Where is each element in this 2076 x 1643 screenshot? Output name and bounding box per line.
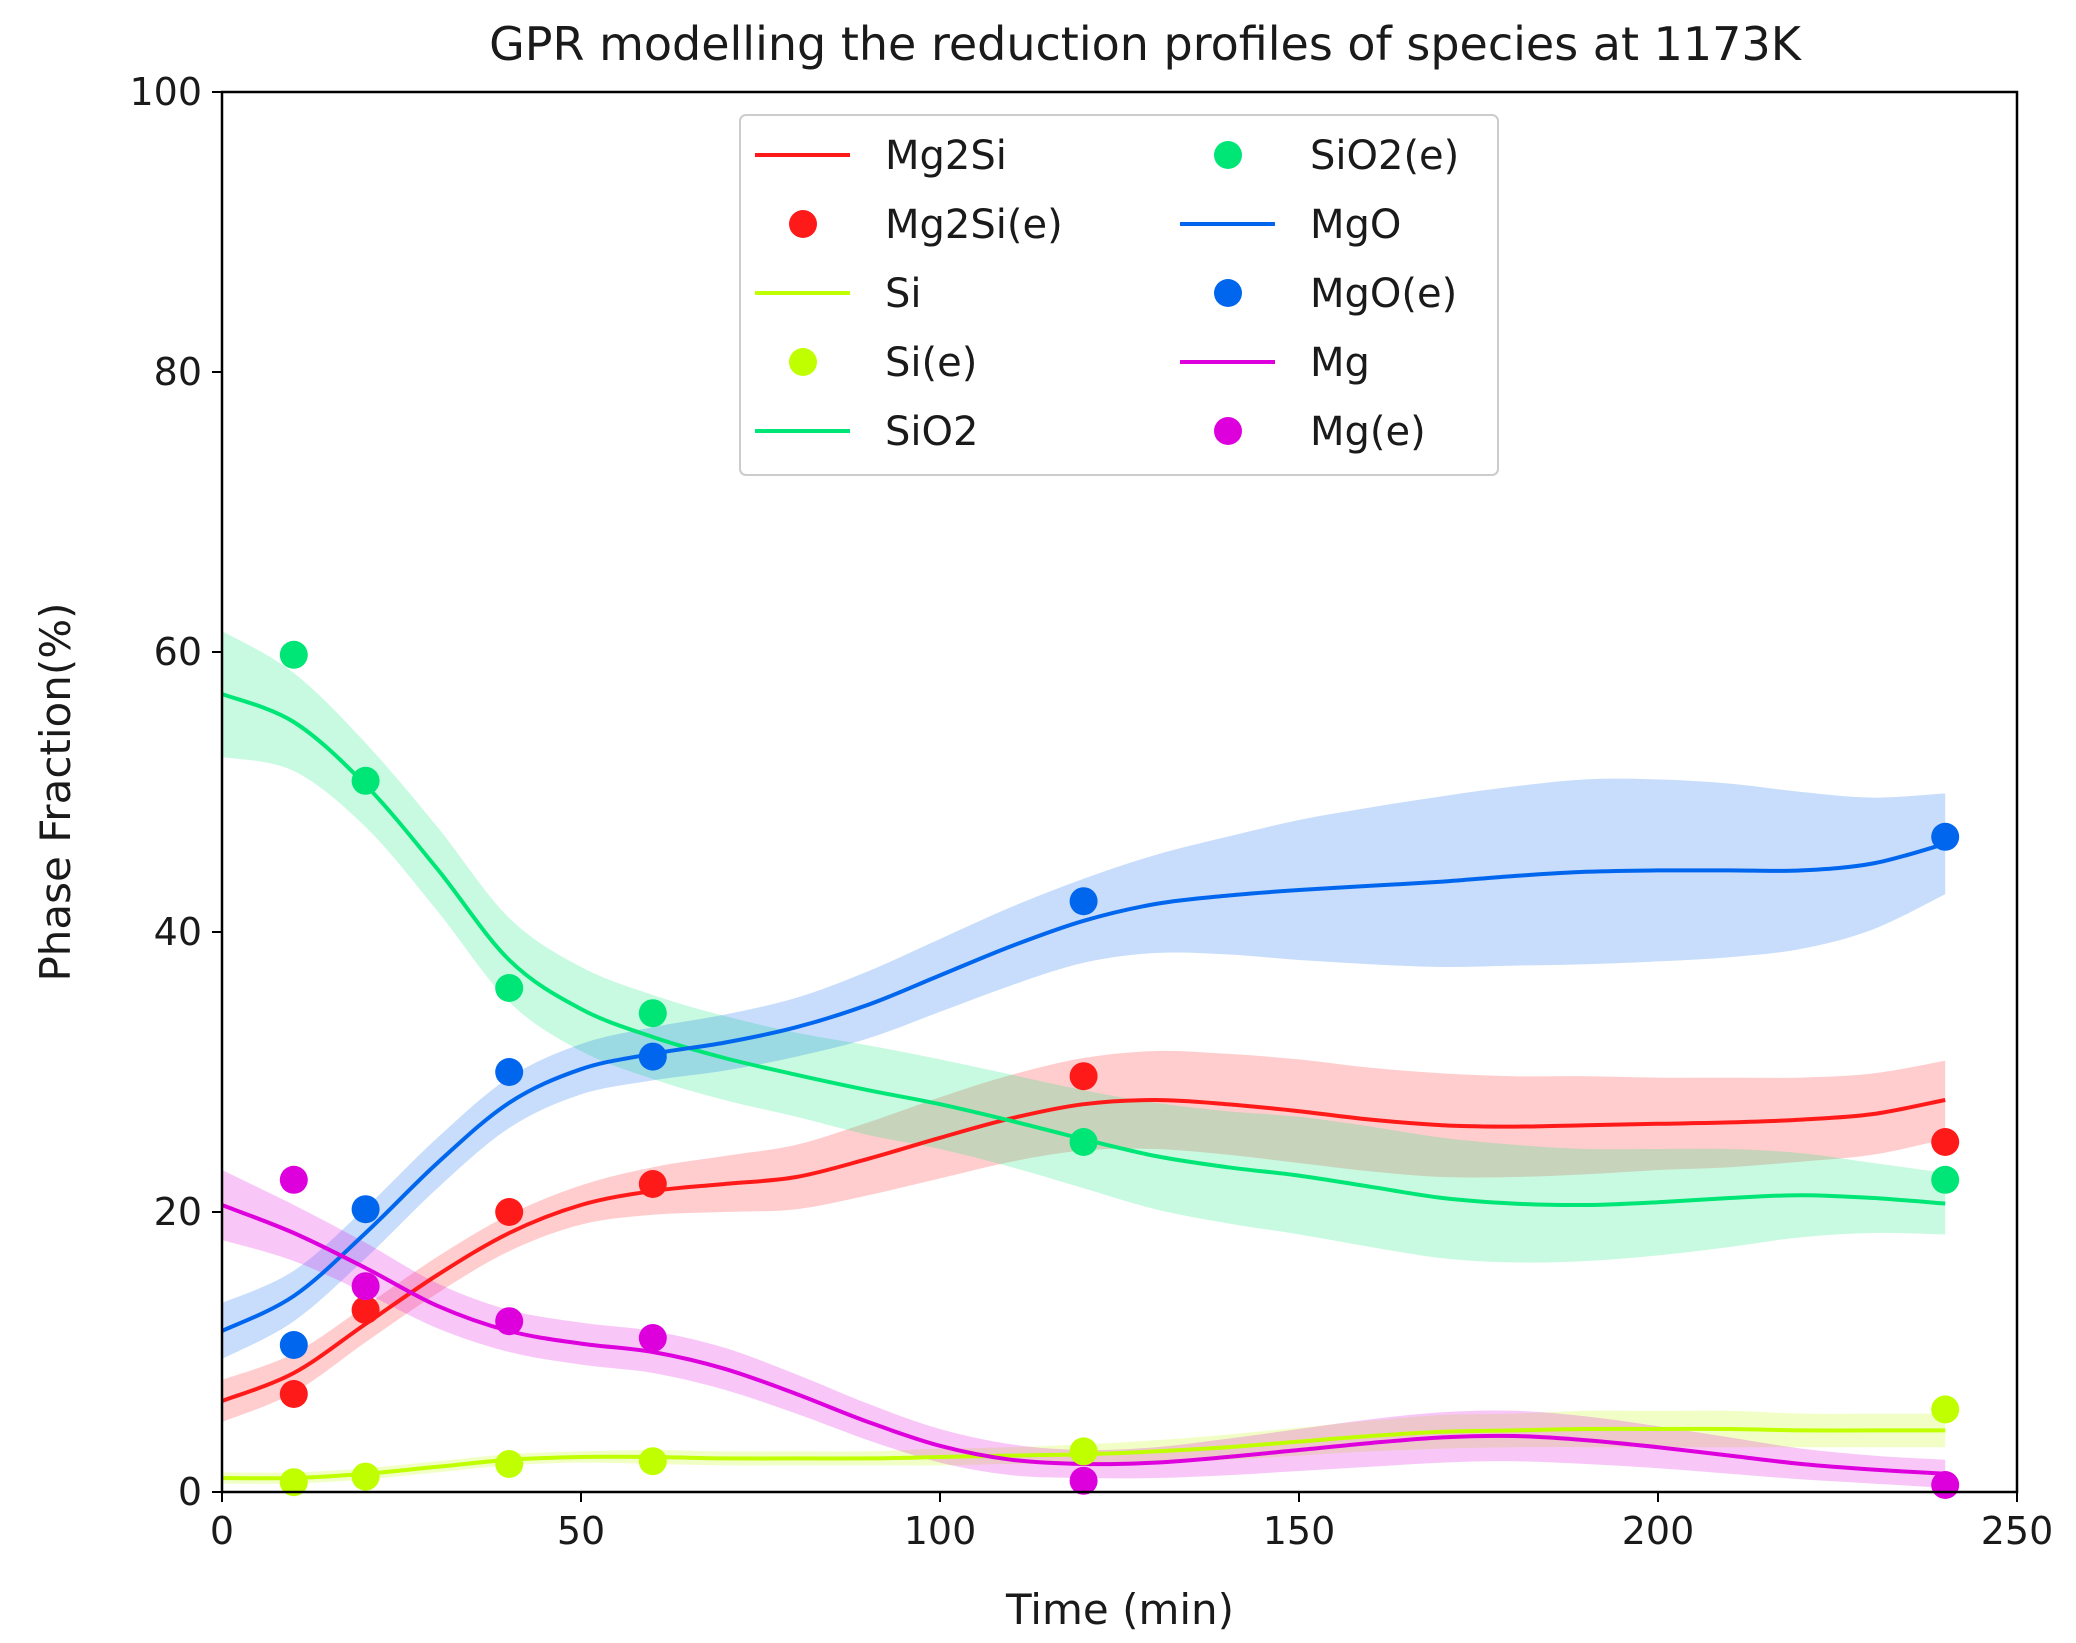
- chart-title: GPR modelling the reduction profiles of …: [489, 17, 1803, 71]
- sio2-point: [279, 640, 308, 669]
- mg2si-point: [1069, 1062, 1098, 1091]
- si-point: [638, 1447, 667, 1476]
- sio2-line: [221, 692, 1946, 1208]
- mgo-point: [1069, 887, 1098, 916]
- mg-point: [351, 1272, 380, 1301]
- mg2si-point: [279, 1380, 308, 1408]
- y-tick-label: 20: [154, 1190, 202, 1234]
- mg2si-point: [495, 1198, 524, 1226]
- x-tick-label: 100: [904, 1509, 977, 1553]
- confidence-bands: [222, 631, 1946, 1488]
- sio2-point: [1931, 1165, 1960, 1194]
- x-tick-label: 50: [557, 1509, 605, 1553]
- x-tick-label: 0: [210, 1509, 234, 1553]
- experimental-points: [279, 640, 1960, 1499]
- x-axis-ticks: 0 50 100 150 200 250: [210, 1492, 2053, 1553]
- mg2si-point: [1931, 1128, 1960, 1156]
- legend-marker-si-e: [789, 348, 817, 376]
- legend-label-mg: Mg: [1310, 340, 1370, 386]
- si-point: [1069, 1437, 1098, 1466]
- x-tick-label: 150: [1263, 1509, 1336, 1553]
- mg-point: [638, 1324, 667, 1352]
- legend-marker-mgo-e: [1214, 279, 1242, 307]
- y-tick-label: 100: [129, 70, 202, 114]
- y-tick-label: 40: [154, 910, 202, 954]
- sio2-point: [351, 766, 380, 795]
- y-tick-label: 60: [154, 630, 202, 674]
- legend-marker-mg2si-e: [789, 210, 817, 238]
- legend: Mg2Si Mg2Si(e) Si Si(e) SiO2 SiO2(e) MgO MgO(e)…: [739, 114, 1499, 476]
- legend-label-si-e: Si(e): [885, 340, 977, 386]
- mg2si-point: [351, 1296, 380, 1324]
- legend-label-sio2-e: SiO2(e): [1310, 133, 1459, 179]
- x-tick-label: 200: [1622, 1509, 1695, 1553]
- plot-area-frame: [220, 90, 2019, 1494]
- si-point: [495, 1450, 524, 1478]
- mgo-point: [638, 1042, 667, 1071]
- si-point: [351, 1462, 380, 1491]
- legend-label-mgo: MgO: [1310, 202, 1401, 248]
- y-tick-label: 0: [178, 1470, 202, 1514]
- x-axis-label: Time (min): [1005, 1585, 1234, 1634]
- mgo-point: [1931, 822, 1960, 851]
- legend-label-mg2si-e: Mg2Si(e): [885, 202, 1063, 248]
- mgo-point: [351, 1195, 380, 1224]
- legend-label-mg2si: Mg2Si: [885, 133, 1007, 179]
- si-point: [1931, 1395, 1960, 1424]
- legend-marker-mg-e: [1214, 417, 1242, 445]
- mg-point: [1931, 1471, 1960, 1499]
- mg-point: [279, 1165, 308, 1194]
- mg-point: [1069, 1466, 1098, 1495]
- mg2si-point: [638, 1170, 667, 1198]
- legend-label-si: Si: [885, 271, 922, 317]
- y-axis-label: Phase Fraction(%): [31, 602, 80, 981]
- mgo-point: [495, 1058, 524, 1086]
- si-point: [279, 1468, 308, 1497]
- mg-confidence-band: [222, 1170, 1946, 1488]
- sio2-point: [1069, 1128, 1098, 1156]
- legend-label-mg-e: Mg(e): [1310, 409, 1426, 455]
- mgo-confidence-band: [222, 778, 1946, 1359]
- x-tick-label: 250: [1981, 1509, 2054, 1553]
- legend-label-mgo-e: MgO(e): [1310, 271, 1457, 317]
- sio2-point: [495, 974, 524, 1002]
- mg-point: [495, 1307, 524, 1336]
- y-axis-ticks: 0 20 40 60 80 100: [129, 70, 222, 1514]
- sio2-point: [638, 999, 667, 1028]
- mg2si-confidence-band: [222, 1050, 1946, 1422]
- mg2si-line: [221, 1098, 1946, 1403]
- legend-marker-sio2-e: [1214, 141, 1242, 169]
- legend-label-sio2: SiO2: [885, 409, 978, 455]
- mgo-point: [279, 1331, 308, 1359]
- mgo-line: [221, 841, 1946, 1333]
- legend-frame: [739, 114, 1499, 476]
- y-tick-label: 80: [154, 350, 202, 394]
